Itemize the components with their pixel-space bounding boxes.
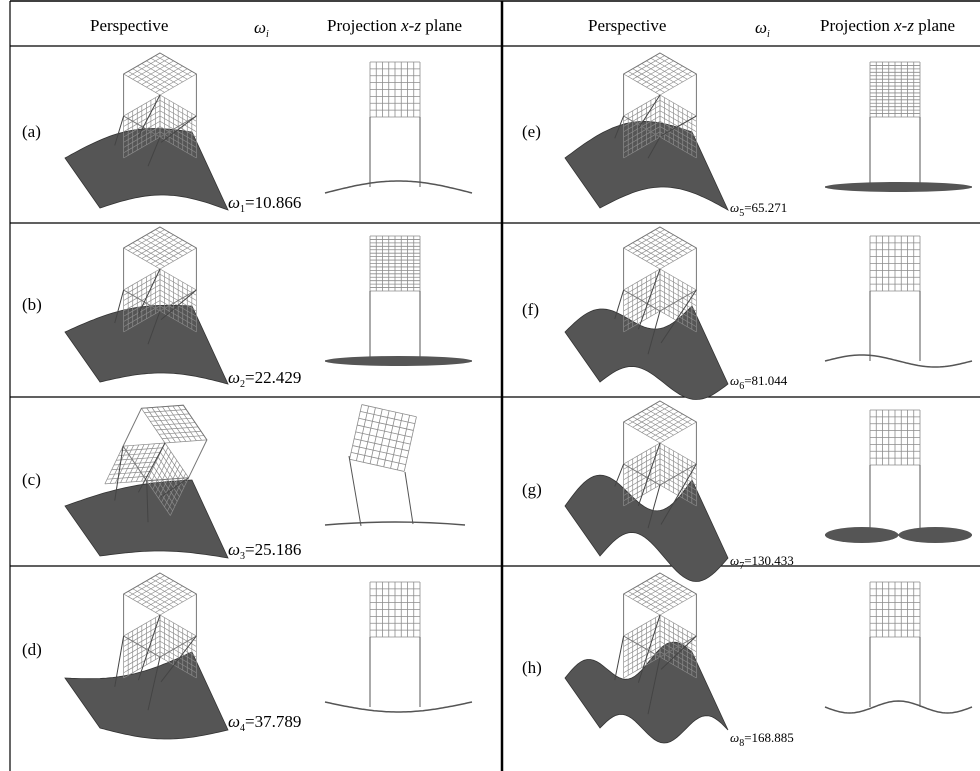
plate-surface	[64, 479, 229, 559]
perspective-view-c	[64, 404, 229, 559]
frequency-label-h: ω8=168.885	[730, 730, 794, 749]
projection-view-d	[324, 581, 473, 713]
projection-view-c	[324, 404, 466, 527]
frequency-label-c: ω3=25.186	[228, 540, 302, 562]
panel-label-f: (f)	[522, 300, 539, 319]
perspective-header-left: Perspective	[90, 16, 169, 35]
projection-header-left: Projection x-z plane	[327, 16, 463, 35]
perspective-view-e	[564, 52, 729, 211]
perspective-view-f	[564, 226, 729, 400]
deflection-lens	[825, 182, 972, 192]
frequency-label-d: ω4=37.789	[228, 712, 302, 734]
projection-view-e	[825, 61, 972, 192]
omega-header-right: ωi	[755, 18, 770, 40]
panel-label-d: (d)	[22, 640, 42, 659]
plate-surface	[64, 651, 229, 740]
deflection-curve	[324, 701, 473, 713]
deflection-lens	[898, 527, 972, 543]
panel-label-c: (c)	[22, 470, 41, 489]
deflection-curve	[324, 180, 473, 194]
panel-label-e: (e)	[522, 122, 541, 141]
deflection-lens	[325, 356, 472, 366]
projection-view-h	[824, 581, 973, 714]
frequency-label-a: ω1=10.866	[228, 193, 302, 215]
projection-view-g	[825, 409, 972, 543]
perspective-view-a	[64, 52, 229, 211]
panel-label-b: (b)	[22, 295, 42, 314]
frequency-label-g: ω7=130.433	[730, 553, 794, 572]
omega-header-left: ωi	[254, 18, 269, 40]
panel-label-a: (a)	[22, 122, 41, 141]
frequency-label-b: ω2=22.429	[228, 368, 302, 390]
perspective-view-h	[564, 572, 729, 744]
frequency-label-e: ω5=65.271	[730, 200, 788, 219]
deflection-curve	[324, 521, 466, 526]
projection-view-b	[325, 235, 472, 366]
panel-label-h: (h)	[522, 658, 542, 677]
deflection-lens	[825, 527, 899, 543]
panel-label-g: (g)	[522, 480, 542, 499]
projection-header-right: Projection x-z plane	[820, 16, 956, 35]
deflection-curve	[824, 354, 973, 368]
frequency-label-f: ω6=81.044	[730, 373, 788, 392]
projection-view-a	[324, 61, 473, 194]
deflection-curve	[824, 700, 973, 714]
perspective-header-right: Perspective	[588, 16, 667, 35]
projection-view-f	[824, 235, 973, 368]
perspective-view-d	[64, 572, 229, 740]
plate-surface	[564, 305, 729, 400]
plate-surface	[564, 474, 729, 582]
perspective-view-g	[564, 400, 729, 582]
perspective-view-b	[64, 226, 229, 385]
